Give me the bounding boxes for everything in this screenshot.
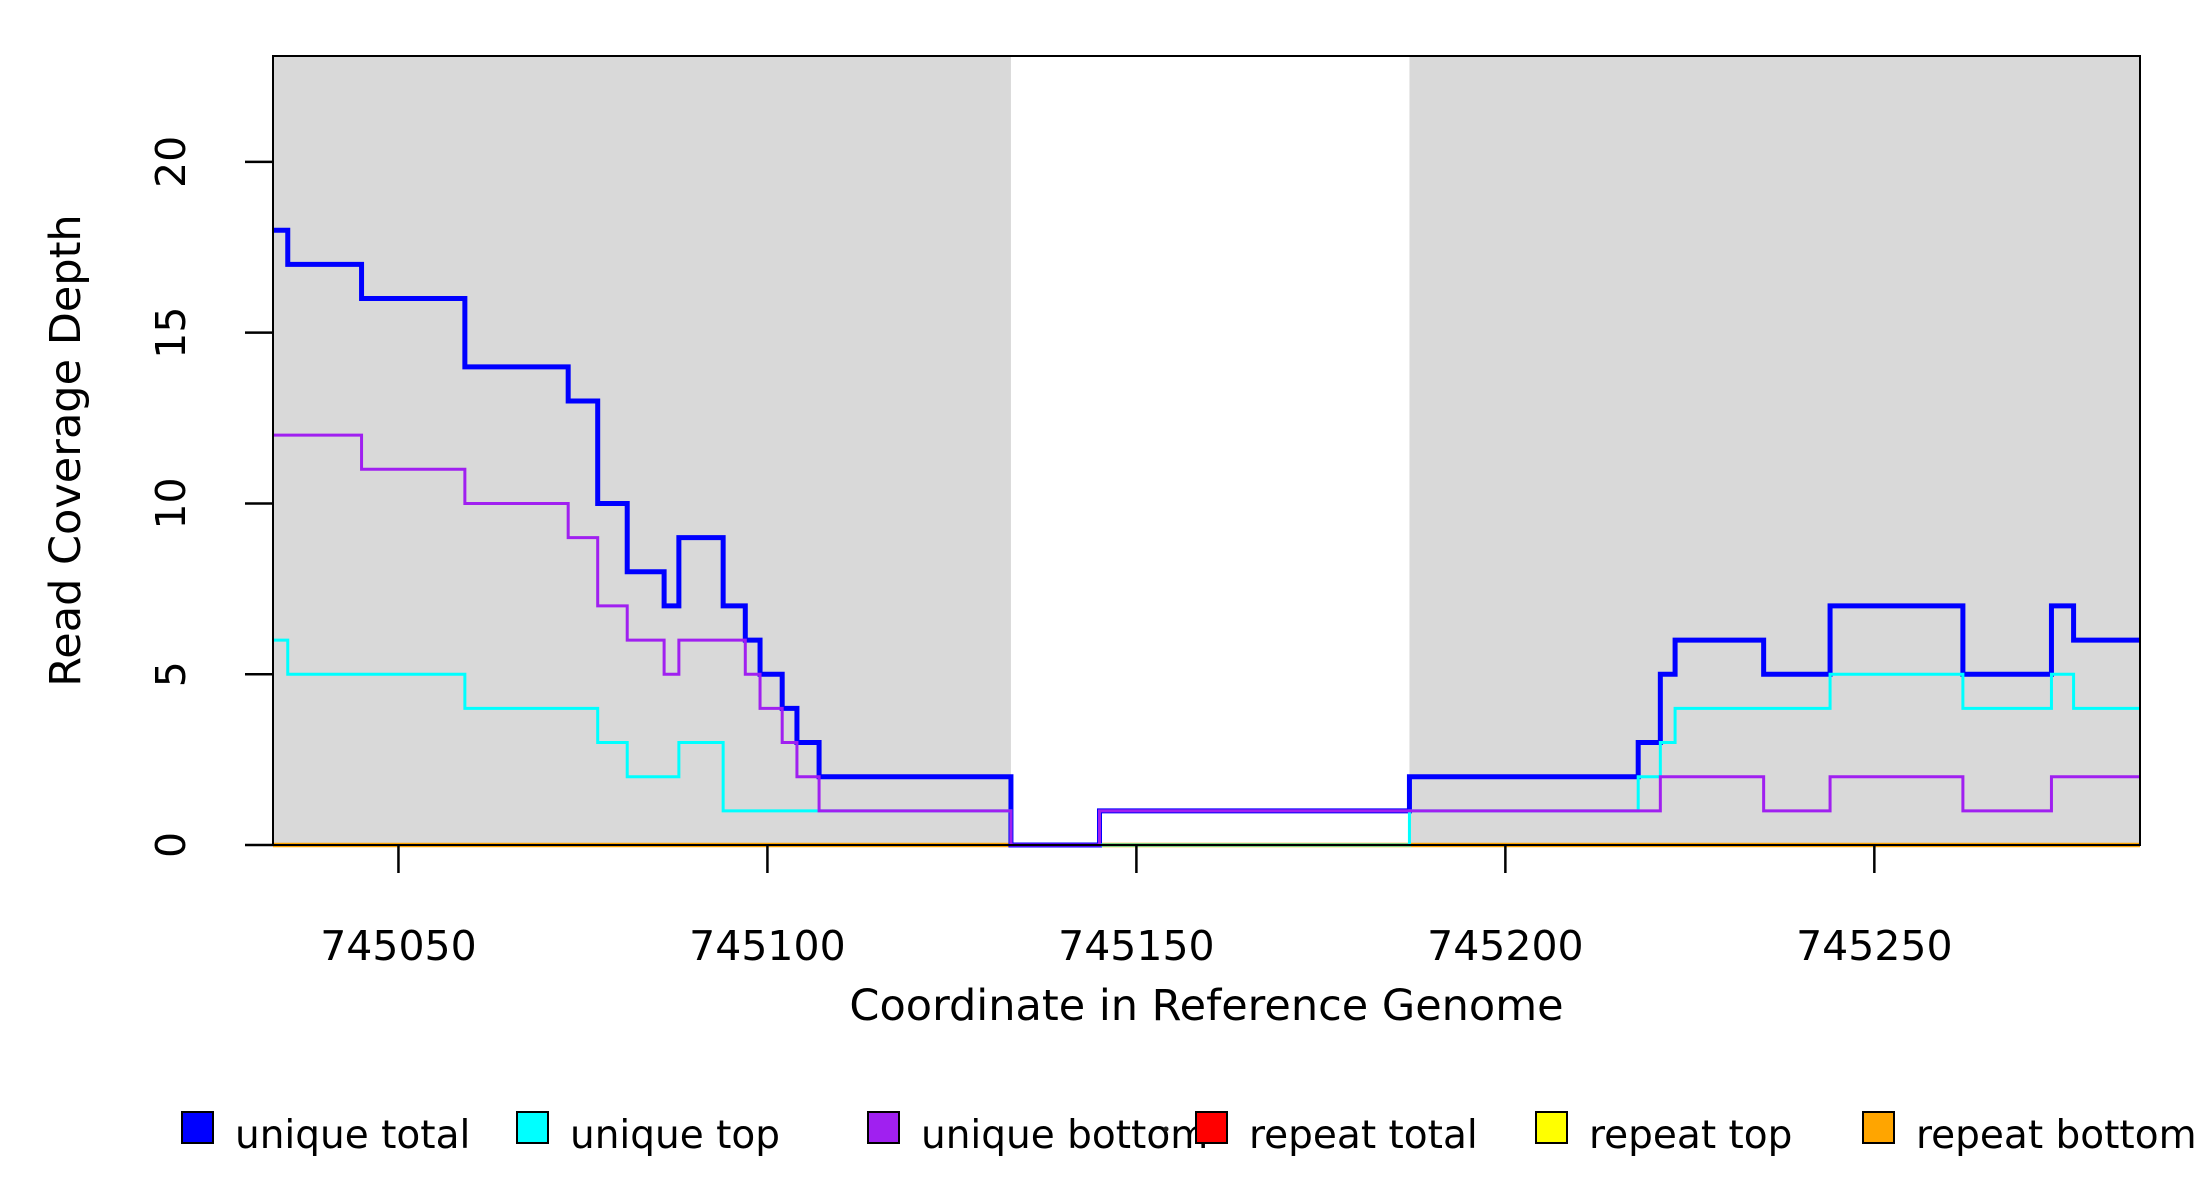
legend-label-repeat-total: repeat total (1249, 1113, 1478, 1158)
x-tick-label: 745200 (1427, 922, 1584, 970)
legend-label-repeat-top: repeat top (1589, 1113, 1792, 1158)
x-tick-label: 745250 (1796, 922, 1953, 970)
x-tick-label: 745050 (320, 922, 477, 970)
legend-swatch-unique-top (516, 1111, 549, 1144)
y-tick-label: 10 (147, 477, 195, 529)
legend-swatch-unique-bottom (867, 1111, 900, 1144)
legend-label-repeat-bottom: repeat bottom (1916, 1113, 2197, 1158)
y-tick-label: 5 (147, 661, 195, 687)
legend-label-unique-bottom: unique bottom (921, 1113, 1208, 1158)
y-tick-label: 15 (147, 307, 195, 359)
series-unique-bottom (273, 433, 2140, 847)
x-tick-label: 745150 (1058, 922, 1215, 970)
legend-label-unique-total: unique total (235, 1113, 470, 1158)
series-unique-total (273, 227, 2140, 848)
y-tick-label: 20 (147, 136, 195, 188)
plot-border (272, 55, 2141, 846)
y-axis-title: Read Coverage Depth (41, 214, 91, 686)
stray-dot (1163, 1126, 1169, 1132)
legend-swatch-repeat-total (1195, 1111, 1228, 1144)
legend-swatch-repeat-top (1535, 1111, 1568, 1144)
right-gray-region (1409, 56, 2140, 845)
left-gray-region (273, 56, 1011, 845)
x-axis-title: Coordinate in Reference Genome (849, 981, 1563, 1031)
x-tick-label: 745100 (689, 922, 846, 970)
legend-swatch-unique-total (181, 1111, 214, 1144)
y-tick-label: 0 (147, 832, 195, 858)
legend-label-unique-top: unique top (570, 1113, 780, 1158)
series-unique-top (273, 638, 2140, 847)
legend-swatch-repeat-bottom (1862, 1111, 1895, 1144)
